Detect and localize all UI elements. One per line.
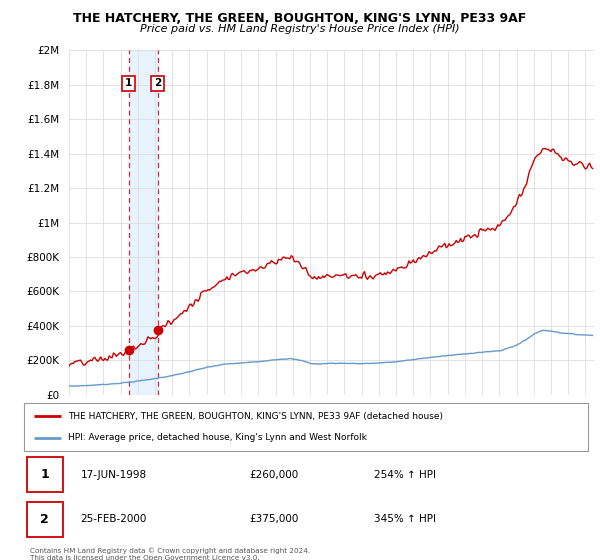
Text: 1: 1 bbox=[40, 468, 49, 481]
Text: £375,000: £375,000 bbox=[250, 515, 299, 524]
Bar bbox=[27, 457, 64, 492]
Text: £260,000: £260,000 bbox=[250, 470, 299, 479]
Text: THE HATCHERY, THE GREEN, BOUGHTON, KING'S LYNN, PE33 9AF (detached house): THE HATCHERY, THE GREEN, BOUGHTON, KING'… bbox=[68, 412, 443, 421]
Text: 345% ↑ HPI: 345% ↑ HPI bbox=[374, 515, 436, 524]
Text: HPI: Average price, detached house, King's Lynn and West Norfolk: HPI: Average price, detached house, King… bbox=[68, 433, 367, 442]
Bar bbox=[27, 502, 64, 537]
Text: 25-FEB-2000: 25-FEB-2000 bbox=[80, 515, 147, 524]
Text: 254% ↑ HPI: 254% ↑ HPI bbox=[374, 470, 436, 479]
Text: 2: 2 bbox=[154, 78, 161, 88]
Bar bbox=[128, 50, 158, 395]
Text: 1: 1 bbox=[125, 78, 132, 88]
Text: 17-JUN-1998: 17-JUN-1998 bbox=[80, 470, 146, 479]
Text: Contains HM Land Registry data © Crown copyright and database right 2024.
This d: Contains HM Land Registry data © Crown c… bbox=[30, 548, 310, 560]
Text: Price paid vs. HM Land Registry's House Price Index (HPI): Price paid vs. HM Land Registry's House … bbox=[140, 24, 460, 34]
Text: THE HATCHERY, THE GREEN, BOUGHTON, KING'S LYNN, PE33 9AF: THE HATCHERY, THE GREEN, BOUGHTON, KING'… bbox=[73, 12, 527, 25]
Text: 2: 2 bbox=[40, 513, 49, 526]
